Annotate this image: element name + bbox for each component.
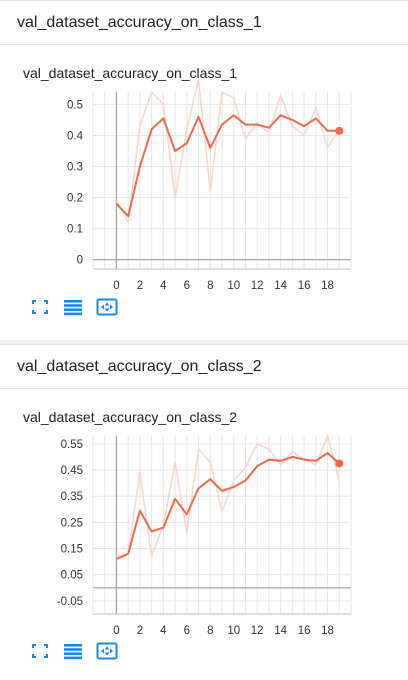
card-header[interactable]: val_dataset_accuracy_on_class_2 [0,345,408,389]
y-tick-label: 0.5 [67,99,83,111]
x-tick-label: 16 [298,625,311,637]
line-chart[interactable]: -0.05 0.05 0.15 0.25 0.35 0.45 0.55 0 2 4 6 8 10 12 14… [0,345,408,645]
fullscreen-icon[interactable] [30,298,50,316]
x-tick-label: 2 [137,625,143,637]
y-tick-label: -0.05 [57,596,83,608]
fit-domain-icon[interactable] [96,642,118,660]
fit-domain-icon[interactable] [96,298,118,316]
x-tick-label: 8 [207,625,213,637]
x-tick-label: 18 [321,625,334,637]
y-tick-label: 0.4 [67,130,84,142]
chart-card: val_dataset_accuracy_on_class_1 val_data… [0,0,408,316]
x-tick-label: 6 [184,625,190,637]
x-tick-label: 12 [251,280,264,292]
fullscreen-icon[interactable] [30,642,50,660]
y-tick-label: 0.45 [61,465,83,477]
x-tick-label: 6 [184,280,190,292]
card-divider [0,340,408,344]
x-tick-label: 10 [227,625,240,637]
x-tick-label: 2 [137,280,143,292]
y-tick-label: 0.15 [61,544,83,556]
chart-title: val_dataset_accuracy_on_class_1 [23,65,238,81]
y-tick-label: 0.35 [61,491,83,503]
card-header[interactable]: val_dataset_accuracy_on_class_1 [0,1,408,45]
data-table-icon[interactable] [63,642,83,660]
chart-title: val_dataset_accuracy_on_class_2 [23,409,238,425]
series-end-point [335,126,344,135]
x-tick-label: 12 [251,625,264,637]
series-end-point [335,459,344,468]
y-tick-label: 0.1 [67,224,83,236]
y-tick-label: 0.3 [67,162,83,174]
chart-actions [30,642,118,660]
y-tick-label: 0.25 [61,517,83,529]
x-tick-label: 14 [274,625,287,637]
x-tick-label: 8 [207,280,213,292]
y-tick-label: 0 [77,255,83,267]
series-line-raw [115,78,340,224]
line-chart[interactable]: 0 0.1 0.2 0.3 0.4 0.5 0 2 4 6 8 10 12 14 16 18 [0,1,408,301]
x-tick-label: 0 [113,280,119,292]
chart-actions [30,298,118,316]
x-tick-label: 14 [274,280,287,292]
chart-card: val_dataset_accuracy_on_class_2 val_data… [0,344,408,680]
x-tick-label: 10 [227,280,240,292]
y-tick-label: 0.05 [61,570,83,582]
y-tick-label: 0.55 [61,439,83,451]
series-line-smoothed [115,114,340,218]
x-tick-label: 4 [160,280,167,292]
x-tick-label: 4 [160,625,167,637]
y-tick-label: 0.2 [67,193,83,205]
series-line-smoothed [116,452,340,560]
x-tick-label: 18 [321,280,334,292]
x-tick-label: 0 [113,625,119,637]
x-tick-label: 16 [298,280,311,292]
data-table-icon[interactable] [63,298,83,316]
